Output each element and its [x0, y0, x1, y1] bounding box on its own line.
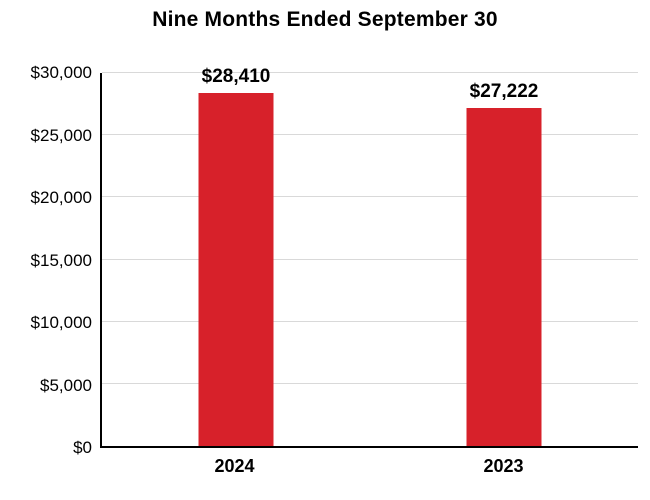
bar-2024 — [198, 92, 274, 446]
y-tick-label: $25,000 — [30, 125, 92, 145]
y-tick-label: $0 — [73, 438, 92, 457]
plot-area: $28,410 $27,222 — [100, 66, 638, 448]
x-axis-labels: 2024 2023 — [100, 456, 638, 486]
gridline — [102, 382, 638, 384]
gridline — [102, 320, 638, 322]
y-tick-label: $20,000 — [30, 188, 92, 207]
bar-value-label: $28,410 — [201, 65, 271, 87]
gridline — [102, 258, 638, 260]
gridline — [102, 134, 638, 136]
x-tick-label: 2024 — [214, 456, 255, 476]
x-tick-label: 2023 — [483, 456, 524, 476]
y-tick-label: $15,000 — [30, 250, 92, 270]
y-tick-label: $5,000 — [40, 375, 92, 395]
y-tick-label: $30,000 — [30, 63, 92, 82]
y-axis-labels: $0 $5,000 $10,000 $15,000 $20,000 $25,000 $30,… — [0, 63, 92, 457]
bar-value-label: $27,222 — [469, 80, 539, 102]
gridline — [102, 196, 638, 198]
bar-2023 — [466, 107, 542, 446]
y-tick-label: $10,000 — [30, 313, 92, 332]
chart-title: Nine Months Ended September 30 — [152, 8, 498, 31]
gridline — [102, 72, 638, 73]
